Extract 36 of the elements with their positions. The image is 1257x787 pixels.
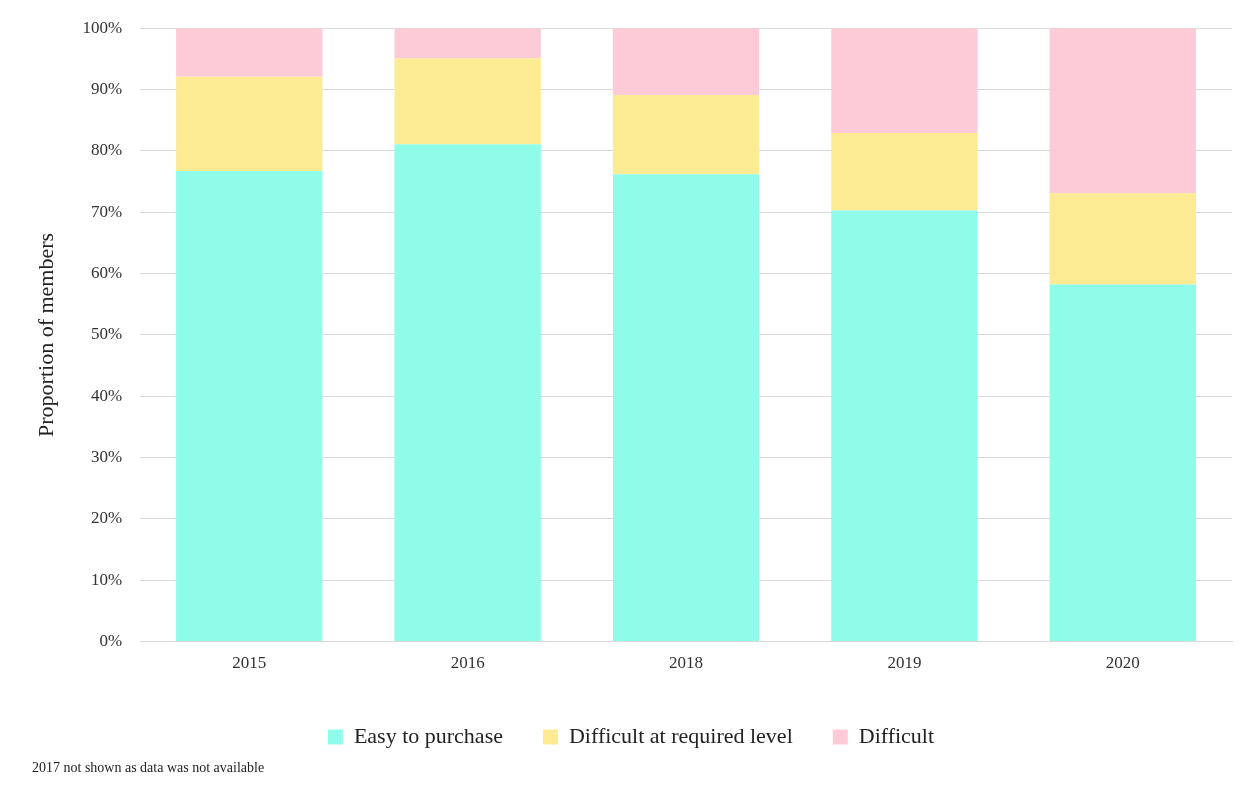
y-axis-title: Proportion of members bbox=[32, 232, 58, 437]
legend-label: Difficult at required level bbox=[568, 722, 793, 748]
y-tick-label: 20% bbox=[90, 508, 123, 528]
x-tick-label: 2016 bbox=[450, 653, 485, 673]
y-tick-label: 40% bbox=[90, 385, 123, 405]
x-tick-label: 2018 bbox=[669, 653, 704, 673]
legend-label: Difficult bbox=[858, 722, 935, 748]
text: 2017 not shown as data was not available bbox=[32, 760, 265, 776]
bar bbox=[394, 58, 541, 145]
bar bbox=[1049, 28, 1196, 194]
bar bbox=[612, 95, 760, 175]
bar bbox=[1049, 193, 1196, 285]
y-tick-label: 70% bbox=[90, 201, 123, 221]
bar bbox=[831, 210, 978, 642]
legend-label: Easy to purchase bbox=[353, 722, 503, 748]
bar bbox=[176, 28, 323, 77]
x-tick-label: 2020 bbox=[1105, 653, 1140, 673]
bar bbox=[831, 133, 978, 211]
bar bbox=[394, 144, 541, 642]
bar bbox=[1049, 284, 1196, 642]
bar bbox=[612, 28, 760, 96]
y-tick-label: 50% bbox=[90, 324, 123, 344]
y-tick-label: 80% bbox=[90, 140, 123, 160]
y-tick-label: 60% bbox=[90, 263, 123, 283]
y-tick-label: 30% bbox=[90, 447, 123, 467]
bar bbox=[612, 174, 760, 642]
x-tick-label: 2015 bbox=[232, 653, 267, 673]
y-tick-label: 90% bbox=[90, 79, 123, 99]
y-tick-label: 100% bbox=[82, 17, 123, 37]
bar bbox=[176, 171, 323, 642]
bar bbox=[394, 28, 541, 59]
bar bbox=[176, 76, 323, 172]
bar bbox=[831, 28, 978, 134]
y-tick-label: 0% bbox=[99, 631, 123, 651]
x-tick-label: 2019 bbox=[887, 653, 922, 673]
y-tick-label: 10% bbox=[90, 569, 123, 589]
